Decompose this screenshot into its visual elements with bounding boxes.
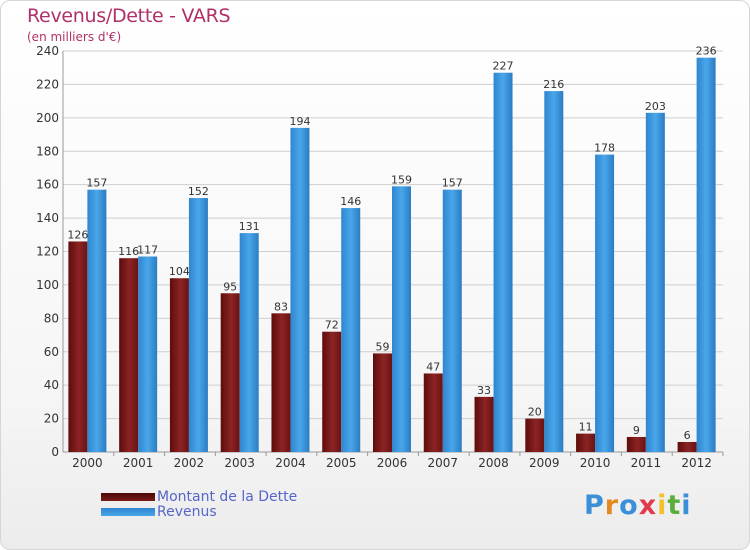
data-label-debt-2002: 104 xyxy=(169,265,190,278)
y-tick-label: 240 xyxy=(36,44,59,58)
bar-debt-2001 xyxy=(119,258,139,452)
bar-revenue-2004 xyxy=(290,127,310,452)
bar-revenue-2006 xyxy=(392,186,411,452)
data-label-debt-2010: 11 xyxy=(579,421,593,434)
data-label-revenue-2009: 216 xyxy=(543,78,564,91)
x-tick-label: 2002 xyxy=(174,456,205,470)
y-tick-label: 200 xyxy=(36,111,59,125)
data-label-revenue-2003: 131 xyxy=(239,220,260,233)
x-tick-label: 2008 xyxy=(478,456,509,470)
x-tick-label: 2011 xyxy=(631,456,662,470)
bar-debt-2010 xyxy=(576,433,596,452)
data-label-revenue-2011: 203 xyxy=(645,100,666,113)
y-tick-label: 40 xyxy=(44,378,59,392)
legend-label-debt: Montant de la Dette xyxy=(157,488,298,505)
data-label-revenue-2012: 236 xyxy=(696,45,717,58)
y-tick-label: 120 xyxy=(36,245,59,259)
data-label-debt-2012: 6 xyxy=(684,429,691,442)
data-label-revenue-2001: 117 xyxy=(137,244,158,257)
y-tick-label: 160 xyxy=(36,178,59,192)
logo-letter: o xyxy=(619,490,639,521)
y-tick-label: 220 xyxy=(36,77,59,91)
y-tick-label: 180 xyxy=(36,144,59,158)
data-label-revenue-2005: 146 xyxy=(340,195,361,208)
legend-item-debt: Montant de la Dette xyxy=(101,488,298,505)
chart-subtitle: (en milliers d'€) xyxy=(27,30,122,44)
data-label-debt-2009: 20 xyxy=(528,406,542,419)
bar-revenue-2009 xyxy=(544,91,564,452)
bar-revenue-2005 xyxy=(341,208,361,452)
x-tick-label: 2009 xyxy=(529,456,560,470)
logo-letter: x xyxy=(638,490,658,521)
bar-revenue-2012 xyxy=(696,57,716,452)
logo-letter: t xyxy=(667,490,682,521)
x-tick-label: 2000 xyxy=(72,456,103,470)
x-tick-label: 2012 xyxy=(681,456,712,470)
bar-debt-2004 xyxy=(271,313,291,452)
legend-swatch-debt xyxy=(101,492,155,501)
data-label-revenue-2000: 157 xyxy=(86,177,107,190)
legend-swatch-revenue xyxy=(101,507,155,516)
logo-letter: i xyxy=(657,490,668,521)
bar-revenue-2010 xyxy=(595,154,615,452)
bar-debt-2011 xyxy=(626,436,646,452)
data-label-debt-2004: 83 xyxy=(274,300,288,313)
bar-debt-2007 xyxy=(423,373,443,452)
data-label-debt-2003: 95 xyxy=(223,280,237,293)
bar-revenue-2008 xyxy=(493,72,513,453)
bar-debt-2005 xyxy=(322,331,342,452)
bar-revenue-2001 xyxy=(138,256,158,452)
bar-debt-2006 xyxy=(373,353,392,452)
bar-revenue-2007 xyxy=(442,189,462,452)
data-label-revenue-2010: 178 xyxy=(594,142,615,155)
x-tick-label: 2006 xyxy=(377,456,408,470)
legend-item-revenue: Revenus xyxy=(101,503,297,520)
data-label-revenue-2007: 157 xyxy=(442,177,463,190)
bar-revenue-2003 xyxy=(239,233,259,452)
data-label-debt-2008: 33 xyxy=(477,384,491,397)
y-tick-label: 100 xyxy=(36,278,59,292)
bar-debt-2003 xyxy=(220,293,240,452)
proxiti-logo: Proxiti xyxy=(584,490,692,521)
data-label-debt-2011: 9 xyxy=(633,424,640,437)
x-tick-label: 2004 xyxy=(275,456,306,470)
chart-title: Revenus/Dette - VARS xyxy=(27,5,231,27)
bar-debt-2012 xyxy=(677,441,697,452)
y-tick-label: 80 xyxy=(44,311,59,325)
y-tick-label: 140 xyxy=(36,211,59,225)
x-tick-label: 2005 xyxy=(326,456,357,470)
data-label-debt-2001: 116 xyxy=(118,245,139,258)
x-tick-label: 2001 xyxy=(123,456,154,470)
legend-label-revenue: Revenus xyxy=(157,503,217,520)
data-label-debt-2000: 126 xyxy=(67,228,88,241)
bar-debt-2009 xyxy=(525,418,545,452)
logo-letter: P xyxy=(584,490,605,521)
bar-debt-2008 xyxy=(474,396,494,452)
data-label-revenue-2006: 159 xyxy=(391,173,412,186)
bar-debt-2002 xyxy=(169,278,189,452)
logo-letter: r xyxy=(604,490,620,521)
bar-debt-2000 xyxy=(68,241,88,452)
bar-revenue-2002 xyxy=(188,198,208,452)
data-label-debt-2006: 59 xyxy=(376,340,390,353)
x-tick-label: 2010 xyxy=(580,456,611,470)
bar-revenue-2000 xyxy=(87,189,107,452)
logo-letter: i xyxy=(681,490,692,521)
x-tick-label: 2007 xyxy=(427,456,458,470)
data-label-debt-2005: 72 xyxy=(325,319,339,332)
data-label-debt-2007: 47 xyxy=(426,360,440,373)
x-tick-label: 2003 xyxy=(224,456,255,470)
chart-legend: Montant de la Dette Revenus xyxy=(101,488,298,520)
y-tick-label: 0 xyxy=(51,445,59,459)
y-tick-label: 60 xyxy=(44,345,59,359)
data-label-revenue-2004: 194 xyxy=(289,115,310,128)
data-label-revenue-2008: 227 xyxy=(493,60,514,73)
bar-revenue-2011 xyxy=(645,112,665,452)
y-tick-label: 20 xyxy=(44,412,59,426)
data-label-revenue-2002: 152 xyxy=(188,185,209,198)
